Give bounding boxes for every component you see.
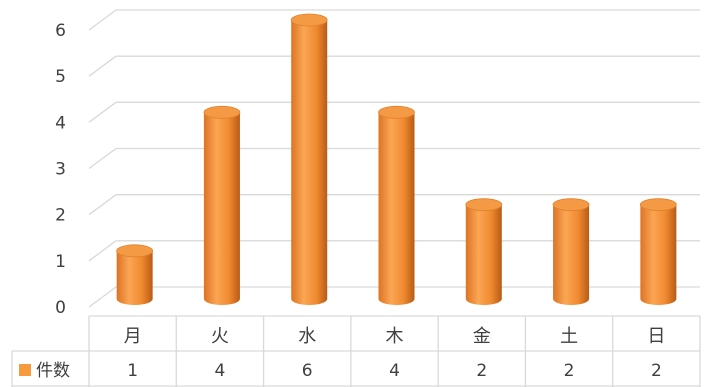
bar — [203, 105, 241, 305]
bar-body — [553, 204, 590, 305]
bar-top — [290, 13, 328, 27]
category-label: 金 — [473, 326, 491, 347]
category-label: 水 — [298, 326, 316, 347]
bar-body — [640, 204, 677, 305]
bar — [552, 198, 590, 305]
bar — [290, 13, 328, 305]
category-label: 木 — [386, 326, 404, 347]
bar-body — [378, 112, 415, 305]
bar-top — [552, 198, 590, 212]
bar-top — [639, 198, 677, 212]
bar-body — [291, 20, 328, 305]
y-tick-label: 0 — [55, 298, 66, 318]
category-label: 土 — [560, 326, 578, 347]
y-tick-label: 3 — [55, 160, 66, 180]
bar — [639, 198, 677, 305]
gridline-slant — [88, 101, 117, 123]
gridline-slant — [88, 240, 117, 262]
bar-top — [116, 244, 154, 258]
y-tick-label: 4 — [55, 113, 66, 133]
gridline-slant — [88, 147, 117, 170]
value-cell: 4 — [215, 361, 226, 381]
bar-top — [203, 105, 241, 119]
bar — [378, 105, 415, 305]
gridline-slant — [88, 194, 117, 216]
category-label: 火 — [211, 326, 229, 347]
value-cell: 6 — [302, 361, 313, 381]
data-table-grid — [11, 315, 701, 387]
bar-top — [378, 105, 415, 119]
category-label: 日 — [647, 326, 665, 347]
value-cell: 2 — [651, 361, 662, 381]
y-tick-label: 5 — [55, 67, 66, 87]
y-tick-label: 2 — [55, 206, 66, 226]
bar-body — [116, 250, 153, 305]
legend-swatch — [19, 364, 31, 376]
y-tick-label: 1 — [55, 252, 66, 272]
category-labels: 月火水木金土日 — [124, 326, 666, 347]
bar — [465, 198, 503, 305]
series-name-cell: 件数 — [36, 361, 70, 381]
gridline-slant — [88, 9, 117, 31]
category-label: 月 — [124, 326, 142, 347]
gridline-slant — [88, 286, 117, 308]
value-cell: 4 — [389, 361, 400, 381]
gridline-slant — [88, 55, 117, 77]
value-cell: 1 — [127, 361, 138, 381]
bar-top — [465, 198, 503, 212]
value-cells: 1 4 6 4 2 2 2 — [127, 361, 662, 381]
bars — [116, 13, 677, 305]
bar — [116, 244, 154, 305]
data-table: 月 火 水 木 金 土 日 件数 1 4 6 4 2 2 2 — [11, 315, 701, 387]
bar-body — [465, 204, 502, 305]
value-cell: 2 — [476, 361, 487, 381]
bar-body — [203, 112, 240, 305]
y-tick-label: 6 — [55, 21, 66, 41]
y-axis-ticks: 0 1 2 3 4 5 6 — [55, 21, 66, 318]
value-cell: 2 — [564, 361, 575, 381]
